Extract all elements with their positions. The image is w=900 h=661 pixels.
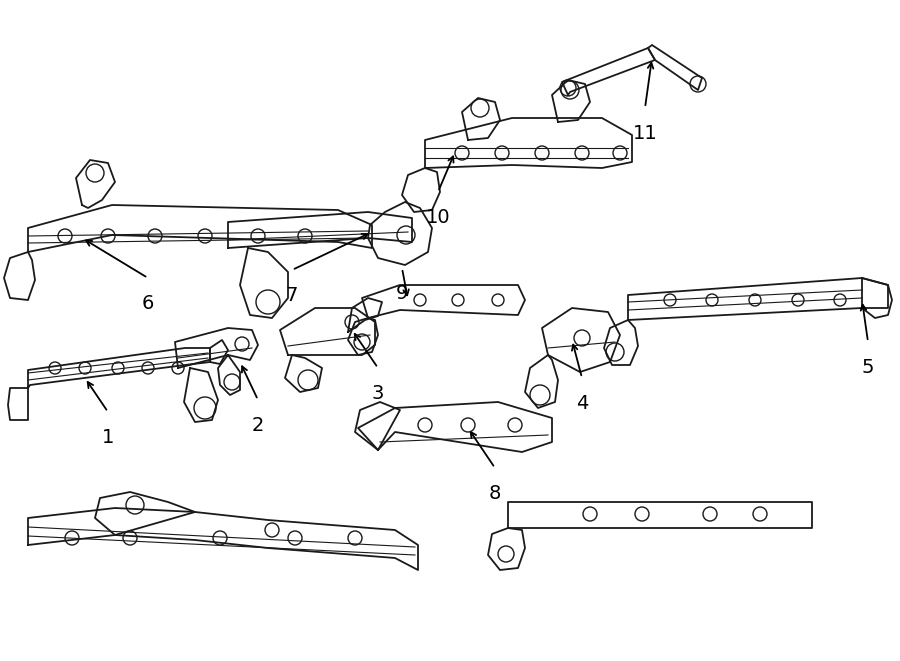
Polygon shape: [348, 318, 378, 355]
Polygon shape: [240, 248, 288, 318]
Text: 1: 1: [102, 428, 114, 447]
Polygon shape: [488, 528, 525, 570]
Polygon shape: [362, 285, 525, 318]
Polygon shape: [348, 298, 382, 332]
Polygon shape: [8, 388, 28, 420]
Text: 6: 6: [142, 294, 154, 313]
Polygon shape: [425, 118, 632, 168]
Text: 11: 11: [633, 124, 657, 143]
Polygon shape: [175, 328, 258, 368]
Polygon shape: [508, 502, 812, 528]
Polygon shape: [368, 202, 432, 265]
Polygon shape: [210, 340, 228, 364]
Polygon shape: [628, 278, 888, 320]
Polygon shape: [76, 160, 115, 208]
Polygon shape: [28, 508, 418, 570]
Polygon shape: [358, 402, 552, 452]
Text: 3: 3: [372, 384, 384, 403]
Polygon shape: [218, 355, 240, 395]
Polygon shape: [542, 308, 620, 372]
Polygon shape: [604, 320, 638, 365]
Text: 7: 7: [286, 286, 298, 305]
Polygon shape: [648, 45, 702, 90]
Polygon shape: [184, 368, 218, 422]
Polygon shape: [525, 355, 558, 408]
Polygon shape: [562, 48, 655, 95]
Text: 2: 2: [252, 416, 265, 435]
Polygon shape: [28, 205, 372, 252]
Polygon shape: [402, 168, 440, 212]
Polygon shape: [95, 492, 195, 535]
Text: 5: 5: [862, 358, 874, 377]
Polygon shape: [228, 212, 412, 248]
Polygon shape: [285, 355, 322, 392]
Polygon shape: [862, 278, 892, 318]
Polygon shape: [552, 80, 590, 122]
Polygon shape: [355, 402, 400, 450]
Polygon shape: [280, 308, 375, 355]
Text: 8: 8: [489, 484, 501, 503]
Polygon shape: [462, 98, 500, 140]
Text: 4: 4: [576, 394, 589, 413]
Text: 9: 9: [396, 284, 409, 303]
Text: 10: 10: [426, 208, 450, 227]
Polygon shape: [28, 348, 210, 388]
Polygon shape: [4, 252, 35, 300]
